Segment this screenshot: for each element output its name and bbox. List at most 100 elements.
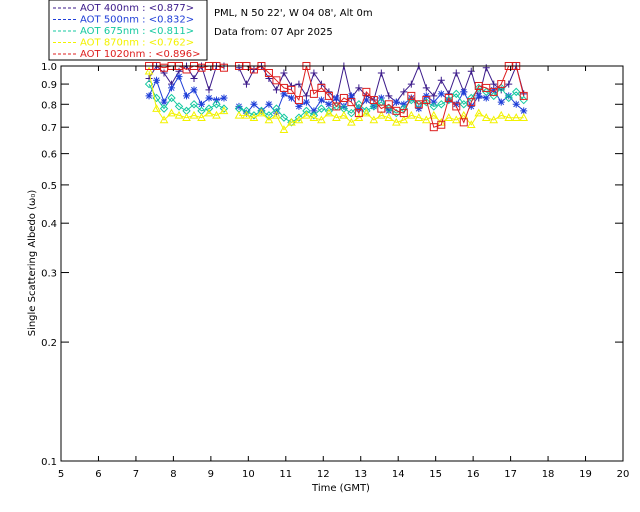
x-tick-label: 5 <box>58 469 64 480</box>
data-point <box>519 113 529 121</box>
x-tick-label: 20 <box>617 469 630 480</box>
data-point <box>512 100 520 108</box>
x-tick-label: 14 <box>392 469 405 480</box>
data-point <box>399 115 409 124</box>
data-point <box>414 113 424 121</box>
data-point <box>430 98 438 106</box>
y-tick-label: 0.3 <box>41 269 57 280</box>
data-point <box>504 113 514 121</box>
x-tick-label: 16 <box>467 469 480 480</box>
y-tick-label: 0.9 <box>41 80 57 91</box>
y-tick-label: 0.2 <box>41 338 57 349</box>
x-tick-label: 13 <box>354 469 367 480</box>
data-point <box>354 100 364 109</box>
data-point <box>279 113 289 122</box>
data-point <box>324 91 333 100</box>
data-point <box>444 95 453 105</box>
legend: AOT 400nm : <0.877>AOT 500nm : <0.832>AO… <box>48 0 208 61</box>
data-point <box>362 108 371 117</box>
y-tick-label: 0.8 <box>41 100 57 111</box>
data-point <box>490 86 498 94</box>
data-point <box>354 113 364 121</box>
data-point <box>406 110 416 119</box>
data-point <box>362 106 371 116</box>
data-point <box>325 100 333 108</box>
data-point <box>287 117 296 126</box>
data-point <box>264 111 274 120</box>
data-point <box>287 85 296 94</box>
data-point <box>482 94 490 102</box>
data-point <box>272 76 281 85</box>
data-point <box>310 69 318 77</box>
data-point <box>339 110 349 119</box>
data-point <box>272 110 281 119</box>
data-point <box>437 90 445 98</box>
data-point <box>444 113 454 121</box>
data-point <box>482 87 491 97</box>
data-point <box>355 105 363 113</box>
data-point <box>407 94 415 102</box>
data-point <box>190 86 198 94</box>
data-point <box>309 89 318 98</box>
data-point <box>212 110 221 119</box>
data-point <box>519 95 528 105</box>
data-point <box>362 96 370 104</box>
data-point <box>422 96 431 105</box>
data-point <box>189 110 199 119</box>
data-point <box>325 88 333 96</box>
data-point <box>175 73 183 81</box>
data-point <box>400 100 408 108</box>
y-axis-title: Single Scattering Albedo (ω₀) <box>27 190 38 337</box>
data-point <box>249 111 259 120</box>
plot-marks <box>144 62 529 133</box>
legend-entry: AOT 500nm : <0.832> <box>80 15 194 26</box>
x-axis-title: Time (GMT) <box>311 483 370 494</box>
series-triangle <box>144 66 529 133</box>
data-point <box>377 97 386 107</box>
data-point <box>452 100 460 108</box>
x-tick-label: 10 <box>242 469 255 480</box>
site-line: PML, N 50 22', W 04 08', Alt 0m <box>214 8 373 19</box>
data-point <box>505 92 513 100</box>
data-point <box>294 96 303 105</box>
data-point <box>242 109 250 117</box>
x-tick-label: 7 <box>133 469 139 480</box>
data-point <box>347 92 355 100</box>
data-point <box>302 106 311 116</box>
data-point <box>339 93 348 102</box>
data-point <box>430 92 438 100</box>
data-point <box>144 66 154 75</box>
data-point <box>512 87 521 97</box>
x-tick-label: 12 <box>317 469 330 480</box>
data-point <box>264 115 274 124</box>
x-tick-label: 19 <box>579 469 592 480</box>
y-axis: 1.0 0.9 0.8 0.7 0.6 0.5 0.4 0.3 0.2 0.1 <box>41 62 623 468</box>
data-point <box>452 69 460 77</box>
data-point <box>287 94 295 102</box>
data-point <box>219 106 229 115</box>
data-point <box>422 84 430 92</box>
data-point <box>369 96 378 105</box>
data-point <box>384 100 393 109</box>
data-point <box>204 108 214 117</box>
plot-frame <box>60 65 624 462</box>
data-point <box>369 115 379 124</box>
data-point <box>377 69 385 77</box>
series-square <box>145 62 528 132</box>
data-point <box>504 93 513 103</box>
data-point <box>429 110 439 119</box>
data-point <box>437 100 446 109</box>
data-point <box>197 113 206 121</box>
data-point <box>415 105 423 113</box>
data-point <box>489 115 499 124</box>
data-point <box>205 94 213 102</box>
data-point <box>302 110 311 119</box>
data-point <box>182 113 191 121</box>
data-point <box>294 115 304 124</box>
data-point <box>145 92 153 100</box>
date-line: Data from: 07 Apr 2025 <box>214 27 333 38</box>
data-point <box>250 100 258 108</box>
data-point <box>347 98 356 107</box>
data-point <box>264 69 273 78</box>
data-point <box>310 107 318 115</box>
